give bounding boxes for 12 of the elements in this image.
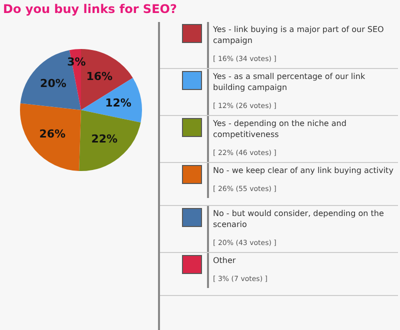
- legend-label: No - but would consider, depending on the scenario: [213, 208, 385, 230]
- legend-label: Yes - as a small percentage of our link building campaign: [213, 71, 366, 93]
- legend-label: Other: [213, 255, 237, 266]
- legend-label: Yes - link buying is a major part of our SEO campaign: [213, 24, 385, 46]
- data-label: 26%: [39, 128, 66, 141]
- data-label: 20%: [40, 77, 66, 90]
- legend-label: Yes - depending on the niche and competitiveness: [213, 118, 348, 140]
- data-label: 16%: [86, 70, 113, 83]
- chart-title: Do you buy links for SEO?: [3, 2, 177, 16]
- legend-label: No - we keep clear of any link buying activity: [213, 165, 394, 176]
- data-label: 12%: [105, 96, 132, 110]
- data-label: 22%: [91, 132, 118, 146]
